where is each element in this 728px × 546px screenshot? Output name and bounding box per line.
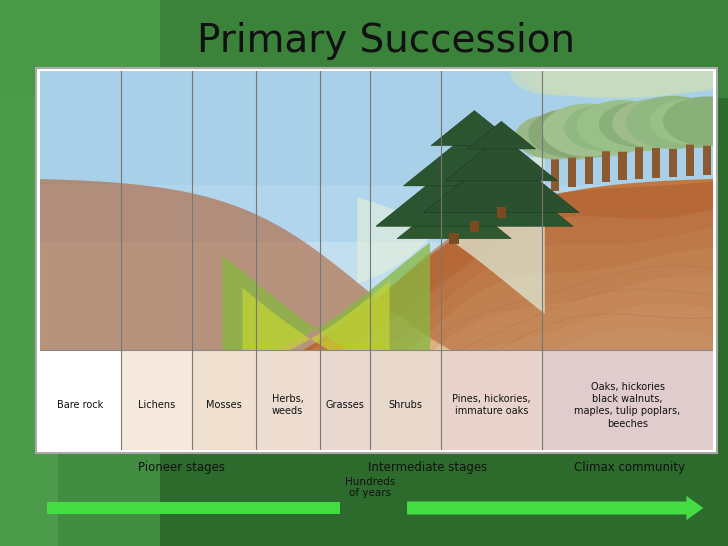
- Circle shape: [649, 99, 728, 145]
- Text: Oaks, hickories
black walnuts,
maples, tulip poplars,
beeches: Oaks, hickories black walnuts, maples, t…: [574, 382, 681, 429]
- Bar: [370, 350, 440, 450]
- Polygon shape: [40, 227, 713, 450]
- Bar: [496, 207, 506, 218]
- Bar: [669, 135, 677, 177]
- Bar: [449, 233, 459, 244]
- Bar: [440, 350, 542, 450]
- Polygon shape: [413, 182, 495, 215]
- Bar: [320, 350, 370, 450]
- Polygon shape: [431, 111, 518, 145]
- Bar: [470, 221, 479, 232]
- Bar: [36, 68, 717, 453]
- Circle shape: [654, 60, 714, 93]
- Polygon shape: [40, 276, 713, 450]
- Circle shape: [529, 108, 616, 158]
- Circle shape: [582, 121, 643, 156]
- Polygon shape: [40, 179, 713, 450]
- Text: Mosses: Mosses: [206, 400, 242, 410]
- Bar: [652, 136, 660, 177]
- Circle shape: [633, 118, 686, 147]
- Circle shape: [649, 116, 707, 148]
- Circle shape: [564, 104, 647, 151]
- Polygon shape: [357, 157, 545, 314]
- Circle shape: [521, 44, 612, 96]
- Text: Bare rock: Bare rock: [58, 400, 103, 410]
- FancyArrow shape: [47, 501, 340, 514]
- FancyArrow shape: [407, 496, 703, 520]
- Bar: [619, 139, 627, 180]
- Bar: [0, 0, 728, 98]
- Bar: [551, 149, 559, 191]
- Circle shape: [635, 56, 704, 95]
- Circle shape: [542, 104, 636, 157]
- Bar: [0, 98, 58, 546]
- Circle shape: [545, 41, 646, 98]
- Polygon shape: [403, 129, 545, 186]
- Text: Hundreds
of years: Hundreds of years: [345, 477, 395, 498]
- Bar: [0, 0, 160, 546]
- Circle shape: [612, 99, 700, 148]
- Bar: [542, 350, 713, 450]
- Bar: [636, 137, 644, 179]
- Circle shape: [626, 96, 720, 149]
- Text: Intermediate stages: Intermediate stages: [368, 461, 487, 474]
- Text: Shrubs: Shrubs: [388, 400, 422, 410]
- Polygon shape: [397, 193, 511, 239]
- Circle shape: [666, 114, 727, 148]
- Circle shape: [577, 100, 668, 152]
- Circle shape: [700, 114, 728, 146]
- Polygon shape: [47, 378, 187, 396]
- Text: Primary Succession: Primary Succession: [197, 22, 575, 60]
- Bar: [121, 350, 191, 450]
- Bar: [703, 134, 711, 175]
- Circle shape: [515, 114, 596, 159]
- Bar: [40, 71, 713, 242]
- Bar: [191, 350, 256, 450]
- Circle shape: [616, 117, 675, 151]
- Text: Pioneer stages: Pioneer stages: [138, 461, 225, 474]
- Text: Grasses: Grasses: [325, 400, 364, 410]
- Circle shape: [566, 126, 622, 157]
- Polygon shape: [40, 248, 713, 450]
- Bar: [568, 146, 576, 187]
- Polygon shape: [40, 304, 713, 450]
- Polygon shape: [242, 281, 389, 375]
- Circle shape: [510, 48, 593, 95]
- Polygon shape: [446, 136, 558, 181]
- Polygon shape: [376, 147, 573, 226]
- Text: Lichens: Lichens: [138, 400, 175, 410]
- Text: Climax community: Climax community: [574, 461, 685, 474]
- Circle shape: [532, 41, 630, 97]
- Polygon shape: [40, 209, 713, 450]
- Circle shape: [599, 121, 654, 151]
- Polygon shape: [40, 179, 713, 396]
- Bar: [40, 350, 121, 450]
- Polygon shape: [40, 328, 713, 450]
- Bar: [601, 140, 610, 182]
- Polygon shape: [429, 171, 479, 192]
- Text: Pines, hickories,
immature oaks: Pines, hickories, immature oaks: [452, 394, 531, 417]
- Circle shape: [549, 130, 601, 160]
- Bar: [585, 143, 593, 185]
- Circle shape: [599, 102, 680, 147]
- Circle shape: [689, 63, 728, 90]
- Circle shape: [673, 62, 725, 92]
- Circle shape: [615, 52, 695, 97]
- Polygon shape: [222, 242, 430, 381]
- Circle shape: [561, 42, 660, 98]
- Polygon shape: [467, 121, 536, 149]
- Text: Herbs,
weeds: Herbs, weeds: [272, 394, 304, 417]
- Bar: [256, 350, 320, 450]
- Circle shape: [596, 48, 684, 98]
- Circle shape: [684, 115, 728, 145]
- Bar: [686, 134, 694, 176]
- Bar: [40, 71, 713, 185]
- Circle shape: [663, 97, 728, 146]
- Polygon shape: [424, 150, 579, 213]
- Circle shape: [577, 44, 673, 98]
